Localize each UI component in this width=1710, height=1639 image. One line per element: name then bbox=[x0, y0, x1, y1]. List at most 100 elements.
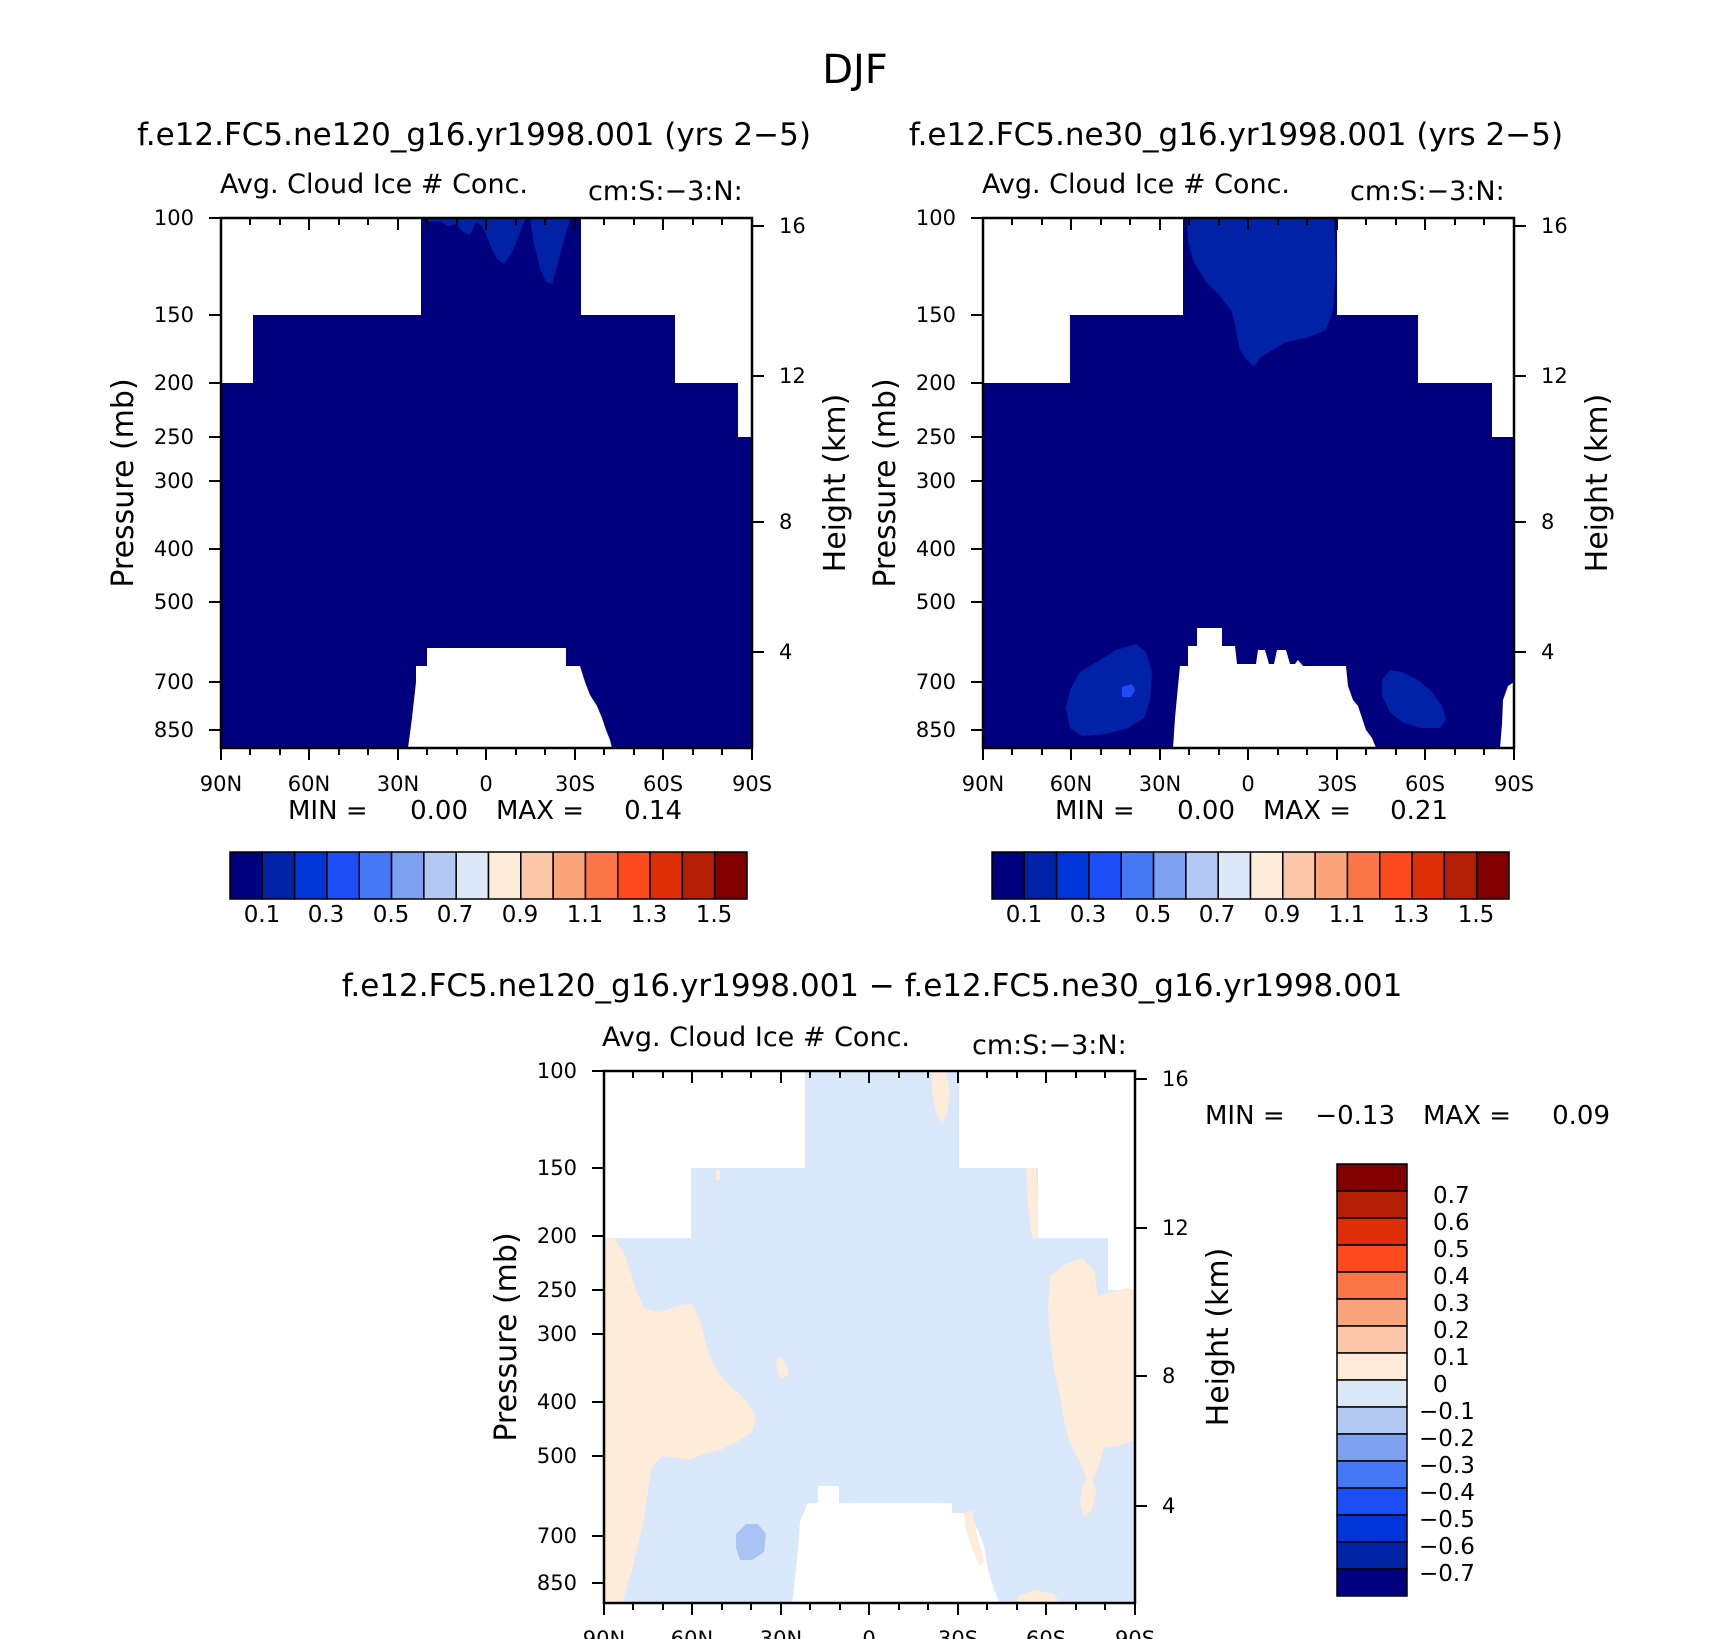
panel-1-ylabel-right: Height (km) bbox=[818, 394, 853, 573]
colorbar-label: 0.1 bbox=[1433, 1345, 1470, 1371]
panel-2-ylabel: Pressure (mb) bbox=[868, 378, 903, 587]
colorbar-swatch bbox=[1336, 1271, 1408, 1300]
x-tick-label: 0 bbox=[1241, 772, 1254, 796]
min-label: MIN = bbox=[1055, 796, 1135, 826]
panel-1-y-ticks bbox=[209, 217, 764, 731]
min-label: MIN = bbox=[1205, 1101, 1285, 1131]
colorbar-label: 0.5 bbox=[373, 902, 410, 928]
panel-3-height-tick-labels: 16 12 8 4 bbox=[1162, 1067, 1189, 1518]
panel-3-colorbar-labels: 0.7 0.6 0.5 0.4 0.3 0.2 0.1 0 −0.1 −0.2 … bbox=[1419, 1183, 1475, 1587]
colorbar-swatch bbox=[1088, 851, 1122, 900]
colorbar-label: 0.3 bbox=[1433, 1291, 1470, 1317]
colorbar-swatch bbox=[326, 851, 360, 900]
max-label: MAX = bbox=[496, 796, 584, 826]
height-tick-label: 12 bbox=[1162, 1216, 1189, 1240]
panel-3-y-tick-labels: 100 150 200 250 300 400 500 700 850 bbox=[537, 1059, 577, 1595]
colorbar-swatch bbox=[1023, 851, 1058, 900]
colorbar-swatch bbox=[617, 851, 651, 900]
colorbar-label: 1.1 bbox=[567, 902, 604, 928]
colorbar-swatch bbox=[1336, 1568, 1408, 1597]
y-tick-label: 400 bbox=[154, 537, 194, 561]
height-tick-label: 8 bbox=[1162, 1364, 1175, 1388]
min-value: 0.00 bbox=[1177, 796, 1235, 826]
panel-1-colorbar-labels: 0.1 0.3 0.5 0.7 0.9 1.1 1.3 1.5 bbox=[244, 902, 733, 928]
colorbar-label: 0.1 bbox=[244, 902, 281, 928]
height-tick-label: 8 bbox=[1541, 510, 1554, 534]
colorbar-swatch bbox=[293, 851, 328, 900]
panel-2-region-light-blue bbox=[1122, 684, 1135, 697]
colorbar-label: −0.3 bbox=[1419, 1453, 1475, 1479]
colorbar-swatch bbox=[1336, 1217, 1408, 1246]
colorbar-label: 0.7 bbox=[437, 902, 474, 928]
panel-2-ylabel-right: Height (km) bbox=[1580, 394, 1615, 573]
colorbar-label: 1.1 bbox=[1329, 902, 1366, 928]
colorbar-swatch bbox=[991, 851, 1026, 900]
colorbar-swatch bbox=[1282, 851, 1316, 900]
colorbar-swatch bbox=[1336, 1190, 1408, 1219]
height-tick-label: 12 bbox=[1541, 364, 1568, 388]
panel-3-ylabel: Pressure (mb) bbox=[489, 1232, 524, 1441]
y-tick-label: 400 bbox=[537, 1390, 577, 1414]
y-tick-label: 700 bbox=[537, 1524, 577, 1548]
panel-1-y-tick-labels: 100 150 200 250 300 400 500 700 850 bbox=[154, 206, 194, 742]
colorbar-label: 0.2 bbox=[1433, 1318, 1470, 1344]
height-tick-label: 8 bbox=[779, 510, 792, 534]
panel-3-x-tick-labels: 90N 60N 30N 0 30S 60S 90S bbox=[583, 1627, 1155, 1639]
colorbar-swatch bbox=[1346, 851, 1381, 900]
y-tick-label: 150 bbox=[537, 1156, 577, 1180]
colorbar-swatch bbox=[1475, 851, 1510, 900]
colorbar-swatch bbox=[1336, 1514, 1408, 1543]
panel-1-height-tick-labels: 16 12 8 4 bbox=[779, 214, 806, 664]
panel-3-region-peach bbox=[1048, 1258, 1135, 1488]
y-tick-label: 300 bbox=[537, 1322, 577, 1346]
y-tick-label: 100 bbox=[154, 206, 194, 230]
colorbar-swatch bbox=[1336, 1163, 1408, 1192]
x-tick-label: 30S bbox=[938, 1627, 978, 1639]
min-value: 0.00 bbox=[410, 796, 468, 826]
panel-3-ylabel-right: Height (km) bbox=[1201, 1248, 1236, 1427]
panel-3-y-ticks bbox=[592, 1070, 1147, 1584]
panel-2-field bbox=[983, 218, 1514, 748]
panel-3: f.e12.FC5.ne120_g16.yr1998.001 − f.e12.F… bbox=[342, 968, 1610, 1639]
y-tick-label: 200 bbox=[916, 371, 956, 395]
panel-3-region-peach bbox=[716, 1170, 720, 1180]
panel-3-region-peach bbox=[604, 1238, 756, 1603]
colorbar-label: −0.1 bbox=[1419, 1399, 1475, 1425]
colorbar-swatch bbox=[455, 851, 490, 900]
y-tick-label: 150 bbox=[916, 303, 956, 327]
colorbar-swatch bbox=[1336, 1352, 1408, 1381]
colorbar-swatch bbox=[552, 851, 587, 900]
colorbar-swatch bbox=[423, 851, 457, 900]
height-tick-label: 16 bbox=[1541, 214, 1568, 238]
panel-3-region-peach bbox=[1026, 1168, 1038, 1238]
colorbar-swatch bbox=[1217, 851, 1252, 900]
colorbar-swatch bbox=[1055, 851, 1090, 900]
colorbar-swatch bbox=[1336, 1298, 1408, 1327]
max-value: 0.09 bbox=[1552, 1101, 1610, 1131]
colorbar-label: 0.1 bbox=[1006, 902, 1043, 928]
panel-1-x-tick-labels: 90N 60N 30N 0 30S 60S 90S bbox=[200, 772, 772, 796]
panel-1-title: f.e12.FC5.ne120_g16.yr1998.001 (yrs 2−5) bbox=[137, 117, 811, 153]
panel-3-region-blue bbox=[736, 1524, 766, 1560]
min-value: −0.13 bbox=[1315, 1101, 1395, 1131]
colorbar-swatch bbox=[487, 851, 522, 900]
height-tick-label: 16 bbox=[779, 214, 806, 238]
colorbar-swatch bbox=[1336, 1325, 1408, 1354]
colorbar-swatch bbox=[649, 851, 684, 900]
panel-1-left-label: Avg. Cloud Ice # Conc. bbox=[220, 169, 528, 200]
panel-3-colorbar bbox=[1336, 1163, 1408, 1597]
panel-3-field bbox=[604, 1071, 1135, 1603]
y-tick-label: 100 bbox=[916, 206, 956, 230]
x-tick-label: 30S bbox=[1317, 772, 1357, 796]
height-tick-label: 16 bbox=[1162, 1067, 1189, 1091]
x-tick-label: 30N bbox=[377, 772, 419, 796]
panel-2-y-tick-labels: 100 150 200 250 300 400 500 700 850 bbox=[916, 206, 956, 742]
max-value: 0.14 bbox=[624, 796, 682, 826]
y-tick-label: 400 bbox=[916, 537, 956, 561]
panel-3-fill-region bbox=[604, 1071, 1135, 1603]
panel-2-title: f.e12.FC5.ne30_g16.yr1998.001 (yrs 2−5) bbox=[909, 117, 1563, 153]
page-title: DJF bbox=[822, 47, 888, 93]
y-tick-label: 100 bbox=[537, 1059, 577, 1083]
x-tick-label: 90N bbox=[200, 772, 242, 796]
y-tick-label: 300 bbox=[916, 469, 956, 493]
